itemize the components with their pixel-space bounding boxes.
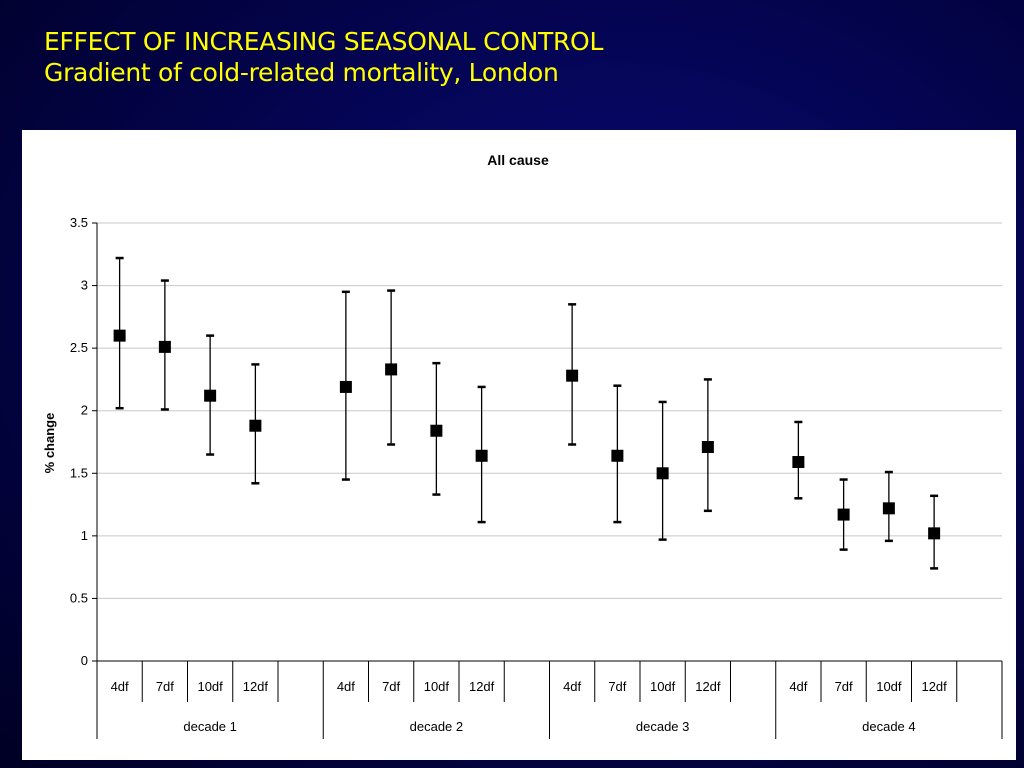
x-group-label: decade 3: [636, 719, 690, 734]
x-category-label: 7df: [608, 679, 626, 694]
x-category-label: 4df: [337, 679, 355, 694]
chart-panel: All cause % change 0 0.5 1 1.5 2 2.5 3 3.5 4df 7d…: [22, 130, 1016, 760]
data-point-marker: [430, 424, 443, 437]
data-point-marker: [566, 369, 579, 382]
y-tick-label: 3.5: [70, 215, 88, 230]
x-category-label: 10df: [650, 679, 676, 694]
errorbar-chart: All cause % change 0 0.5 1 1.5 2 2.5 3 3.5 4df 7d…: [42, 152, 1003, 739]
y-tick-label: 1: [81, 528, 88, 543]
x-category-label: 7df: [382, 679, 400, 694]
data-point-marker: [701, 441, 714, 454]
slide-title-line2: Gradient of cold-related mortality, Lond…: [44, 58, 559, 87]
x-category-label: 10df: [424, 679, 450, 694]
data-point-marker: [837, 508, 850, 521]
x-category-label: 4df: [563, 679, 581, 694]
y-tick-label: 0: [81, 653, 88, 668]
chart-title: All cause: [487, 152, 549, 168]
data-point-marker: [792, 456, 805, 469]
y-axis-title: % change: [42, 413, 57, 474]
x-group-label: decade 2: [410, 719, 464, 734]
data-point-marker: [475, 449, 488, 462]
data-point-marker: [928, 527, 941, 540]
y-tick-label: 1.5: [70, 465, 88, 480]
data-point-marker: [249, 419, 262, 432]
x-category-label: 12df: [243, 679, 269, 694]
slide-title: EFFECT OF INCREASING SEASONAL CONTROL Gr…: [44, 26, 603, 88]
y-tick-label: 2.5: [70, 340, 88, 355]
x-category-label: 10df: [876, 679, 902, 694]
x-category-label: 4df: [111, 679, 129, 694]
x-category-label: 7df: [835, 679, 853, 694]
x-category-label: 12df: [921, 679, 947, 694]
data-point-marker: [158, 340, 171, 353]
data-point-marker: [656, 467, 669, 480]
x-group-label: decade 1: [183, 719, 237, 734]
y-tick-label: 0.5: [70, 590, 88, 605]
data-point-marker: [882, 502, 895, 515]
x-category-label: 4df: [789, 679, 807, 694]
slide-title-line1: EFFECT OF INCREASING SEASONAL CONTROL: [44, 27, 604, 56]
data-point-marker: [385, 363, 398, 376]
x-category-label: 12df: [695, 679, 721, 694]
y-tick-label: 3: [81, 278, 88, 293]
x-group-label: decade 4: [862, 719, 916, 734]
data-point-marker: [113, 329, 126, 342]
y-tick-label: 2: [81, 403, 88, 418]
x-category-label: 12df: [469, 679, 495, 694]
x-category-label: 7df: [156, 679, 174, 694]
data-point-marker: [611, 449, 624, 462]
x-category-label: 10df: [197, 679, 223, 694]
data-point-marker: [204, 389, 217, 402]
data-point-marker: [339, 380, 352, 393]
